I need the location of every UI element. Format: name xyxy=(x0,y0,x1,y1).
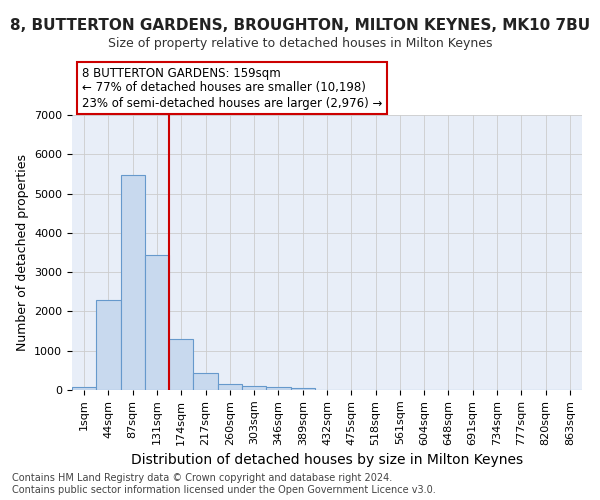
Bar xyxy=(72,387,96,390)
Bar xyxy=(169,338,193,390)
Text: Size of property relative to detached houses in Milton Keynes: Size of property relative to detached ho… xyxy=(108,38,492,51)
Y-axis label: Number of detached properties: Number of detached properties xyxy=(16,154,29,351)
Bar xyxy=(290,388,315,390)
Bar xyxy=(266,388,290,390)
Text: 8 BUTTERTON GARDENS: 159sqm
← 77% of detached houses are smaller (10,198)
23% of: 8 BUTTERTON GARDENS: 159sqm ← 77% of det… xyxy=(82,66,383,110)
Bar xyxy=(218,384,242,390)
Bar xyxy=(96,300,121,390)
X-axis label: Distribution of detached houses by size in Milton Keynes: Distribution of detached houses by size … xyxy=(131,453,523,467)
Bar xyxy=(121,175,145,390)
Bar xyxy=(242,386,266,390)
Bar xyxy=(145,255,169,390)
Text: Contains HM Land Registry data © Crown copyright and database right 2024.
Contai: Contains HM Land Registry data © Crown c… xyxy=(12,474,436,495)
Bar xyxy=(193,373,218,390)
Text: 8, BUTTERTON GARDENS, BROUGHTON, MILTON KEYNES, MK10 7BU: 8, BUTTERTON GARDENS, BROUGHTON, MILTON … xyxy=(10,18,590,32)
